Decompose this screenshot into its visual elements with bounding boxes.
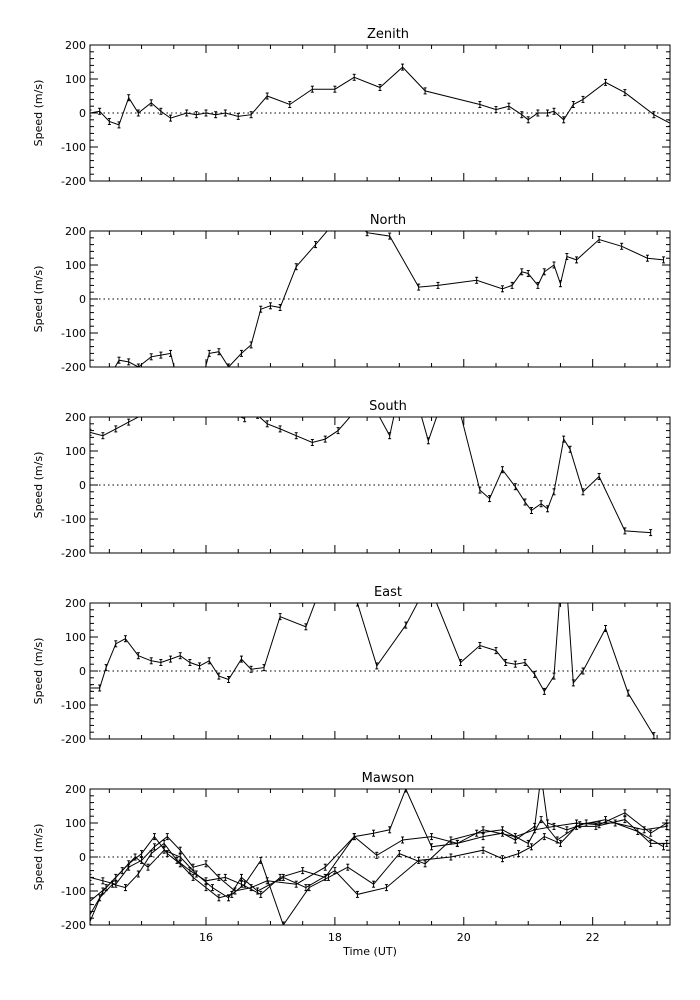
series-line-1 xyxy=(258,417,651,534)
y-axis-label: Speed (m/s) xyxy=(32,824,45,891)
series-line-4 xyxy=(90,819,667,902)
y-tick-label: -100 xyxy=(61,699,86,712)
y-tick-label: -100 xyxy=(61,513,86,526)
y-tick-label: -200 xyxy=(61,919,86,932)
y-tick-label: 100 xyxy=(65,259,86,272)
y-axis-label: Speed (m/s) xyxy=(32,638,45,705)
series-line-1 xyxy=(90,603,655,736)
y-tick-label: 100 xyxy=(65,631,86,644)
panel-title: Zenith xyxy=(367,27,409,42)
y-axis-label: Speed (m/s) xyxy=(32,80,45,147)
y-tick-label: 0 xyxy=(79,665,86,678)
y-tick-label: -100 xyxy=(61,885,86,898)
y-tick-label: 200 xyxy=(65,597,86,610)
x-tick-label: 18 xyxy=(328,931,342,944)
x-tick-label: 22 xyxy=(586,931,600,944)
y-tick-label: 100 xyxy=(65,817,86,830)
series-line-1 xyxy=(90,818,664,925)
panel-zenith: 200 100 0 -100 -200 Zenith Speed (m/s) xyxy=(32,27,671,188)
series-group xyxy=(90,789,669,925)
series-line-1 xyxy=(114,231,664,367)
y-tick-label: 200 xyxy=(65,39,86,52)
series-group xyxy=(90,603,656,739)
series-line-3 xyxy=(90,789,667,892)
y-tick-label: -200 xyxy=(61,733,86,746)
y-tick-label: 200 xyxy=(65,411,86,424)
x-axis-label: Time (UT) xyxy=(342,945,397,958)
y-tick-label: 200 xyxy=(65,783,86,796)
panel-title: South xyxy=(369,399,407,414)
y-tick-label: 0 xyxy=(79,107,86,120)
y-tick-label: 200 xyxy=(65,225,86,238)
panel-south: 200 100 0 -100 -200 South Speed (m/s) xyxy=(32,399,671,560)
panel-title: East xyxy=(374,585,402,600)
y-tick-label: -200 xyxy=(61,547,86,560)
y-tick-label: 100 xyxy=(65,445,86,458)
x-tick-label: 16 xyxy=(199,931,213,944)
y-axis-label: Speed (m/s) xyxy=(32,452,45,519)
y-tick-label: 0 xyxy=(79,293,86,306)
x-tick-label: 20 xyxy=(457,931,471,944)
panel-mawson: 200 100 0 -100 -200 16 18 20 22 Mawson Speed (m/s)… xyxy=(32,771,671,958)
panel-title: Mawson xyxy=(362,771,415,786)
y-tick-label: -100 xyxy=(61,327,86,340)
y-tick-label: -200 xyxy=(61,361,86,374)
series-group xyxy=(90,63,670,129)
y-axis-label: Speed (m/s) xyxy=(32,266,45,333)
y-tick-label: 100 xyxy=(65,73,86,86)
y-tick-label: -100 xyxy=(61,141,86,154)
panel-north: 200 100 0 -100 -200 North Speed (m/s) xyxy=(32,213,671,374)
y-tick-label: -200 xyxy=(61,175,86,188)
panel-title: North xyxy=(370,213,406,228)
series-group xyxy=(114,231,666,367)
series-group xyxy=(90,417,653,537)
panel-east: 200 100 0 -100 -200 East Speed (m/s) xyxy=(32,585,671,746)
y-tick-label: 0 xyxy=(79,479,86,492)
y-tick-label: 0 xyxy=(79,851,86,864)
